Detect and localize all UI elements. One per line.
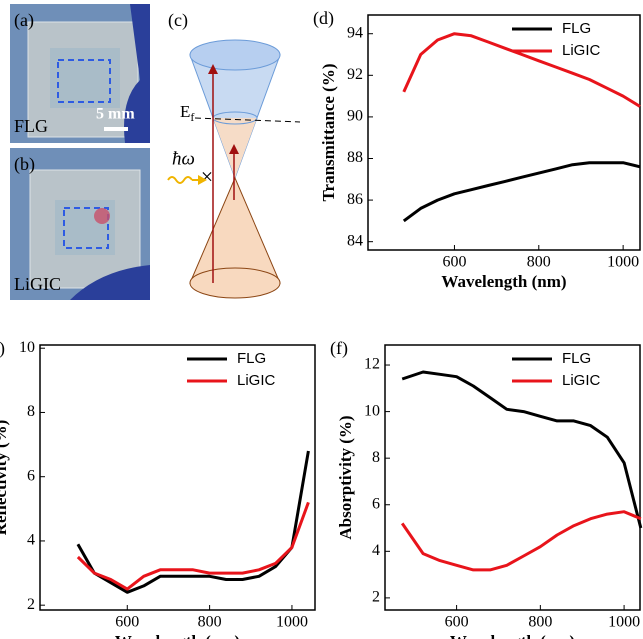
dashed-box bbox=[57, 59, 111, 103]
upper-cone-top bbox=[189, 39, 281, 71]
arrowhead bbox=[198, 175, 207, 185]
arrowhead bbox=[229, 144, 239, 154]
lower-cone-base bbox=[189, 267, 281, 299]
panel-label: (f) bbox=[330, 338, 348, 359]
series-line bbox=[76, 450, 310, 594]
series-line bbox=[402, 32, 641, 108]
axes-frame bbox=[384, 344, 641, 611]
arrowhead bbox=[208, 64, 218, 74]
legend-label: FLG bbox=[237, 350, 266, 367]
fermi-label: Ef bbox=[180, 102, 194, 124]
legend-label: FLG bbox=[562, 20, 591, 37]
x-axis-label: Wavelength (nm) bbox=[115, 632, 240, 639]
y-tick-label: 4 bbox=[27, 532, 35, 549]
x-axis-label: Wavelength (nm) bbox=[441, 272, 566, 291]
cross: × bbox=[201, 164, 213, 189]
panel-label: (d) bbox=[313, 8, 334, 29]
x-tick-label: 600 bbox=[442, 254, 466, 271]
series-line bbox=[400, 510, 642, 572]
photon-label: ħω bbox=[172, 148, 195, 169]
droplets bbox=[94, 208, 110, 224]
series-line bbox=[76, 501, 310, 591]
axes-frame bbox=[39, 344, 316, 611]
y-tick-label: 92 bbox=[347, 66, 363, 83]
fermi-sub: f bbox=[190, 110, 194, 124]
y-tick-label: 8 bbox=[372, 449, 380, 466]
y-tick-label: 12 bbox=[364, 356, 380, 373]
sample-label: LiGIC bbox=[14, 274, 61, 294]
scale-bar bbox=[104, 127, 128, 131]
series-line bbox=[402, 161, 641, 223]
x-tick-label: 800 bbox=[528, 614, 552, 631]
legend-label: LiGIC bbox=[562, 372, 601, 389]
y-tick-label: 8 bbox=[27, 403, 35, 420]
x-tick-label: 1000 bbox=[608, 614, 640, 631]
series-line bbox=[401, 370, 643, 529]
x-tick-label: 1000 bbox=[276, 614, 308, 631]
panel-label: (e) bbox=[0, 338, 5, 359]
panel-label: (c) bbox=[168, 10, 188, 31]
y-axis-label: Transmittance (%) bbox=[319, 63, 338, 201]
y-tick-label: 84 bbox=[347, 232, 363, 249]
x-tick-label: 800 bbox=[198, 614, 222, 631]
y-tick-label: 6 bbox=[372, 495, 380, 512]
dashed-box bbox=[63, 207, 109, 249]
legend-label: LiGIC bbox=[237, 372, 276, 389]
fermi-label: E bbox=[180, 102, 190, 121]
x-tick-label: 600 bbox=[445, 614, 469, 631]
y-axis-label: Reflectivity (%) bbox=[0, 420, 10, 536]
y-tick-label: 2 bbox=[372, 589, 380, 606]
y-tick-label: 94 bbox=[347, 24, 363, 41]
x-axis-label: Wavelength (nm) bbox=[450, 632, 575, 639]
y-tick-label: 90 bbox=[347, 108, 363, 125]
photon-wave bbox=[167, 176, 193, 184]
y-tick-label: 10 bbox=[364, 402, 380, 419]
y-tick-label: 4 bbox=[372, 542, 380, 559]
panel-label: (b) bbox=[14, 154, 35, 175]
x-tick-label: 800 bbox=[527, 254, 551, 271]
y-tick-label: 10 bbox=[19, 339, 35, 356]
lower-cone bbox=[189, 176, 281, 284]
fermi-level bbox=[194, 117, 301, 123]
legend-label: LiGIC bbox=[562, 42, 601, 59]
x-tick-label: 1000 bbox=[607, 254, 639, 271]
panel-label: (a) bbox=[14, 10, 34, 31]
y-axis-label: Absorptivity (%) bbox=[336, 415, 355, 539]
glove bbox=[124, 4, 150, 143]
y-tick-label: 6 bbox=[27, 467, 35, 484]
sample-label: FLG bbox=[14, 116, 48, 136]
film bbox=[50, 48, 120, 108]
scale-bar-label: 5 mm bbox=[96, 106, 135, 123]
y-tick-label: 88 bbox=[347, 149, 363, 166]
x-tick-label: 600 bbox=[115, 614, 139, 631]
glove bbox=[70, 265, 150, 300]
axes-frame bbox=[367, 14, 641, 251]
y-tick-label: 86 bbox=[347, 191, 363, 208]
y-tick-label: 2 bbox=[27, 596, 35, 613]
legend-label: FLG bbox=[562, 350, 591, 367]
